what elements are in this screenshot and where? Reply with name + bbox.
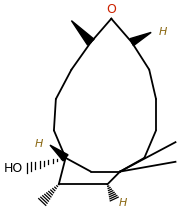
- Text: H: H: [119, 198, 127, 208]
- Text: H: H: [159, 27, 167, 37]
- Text: H: H: [35, 139, 43, 149]
- Polygon shape: [71, 21, 94, 45]
- Polygon shape: [50, 145, 68, 161]
- Text: HO: HO: [4, 162, 23, 175]
- Text: O: O: [106, 3, 116, 16]
- Polygon shape: [130, 32, 151, 46]
